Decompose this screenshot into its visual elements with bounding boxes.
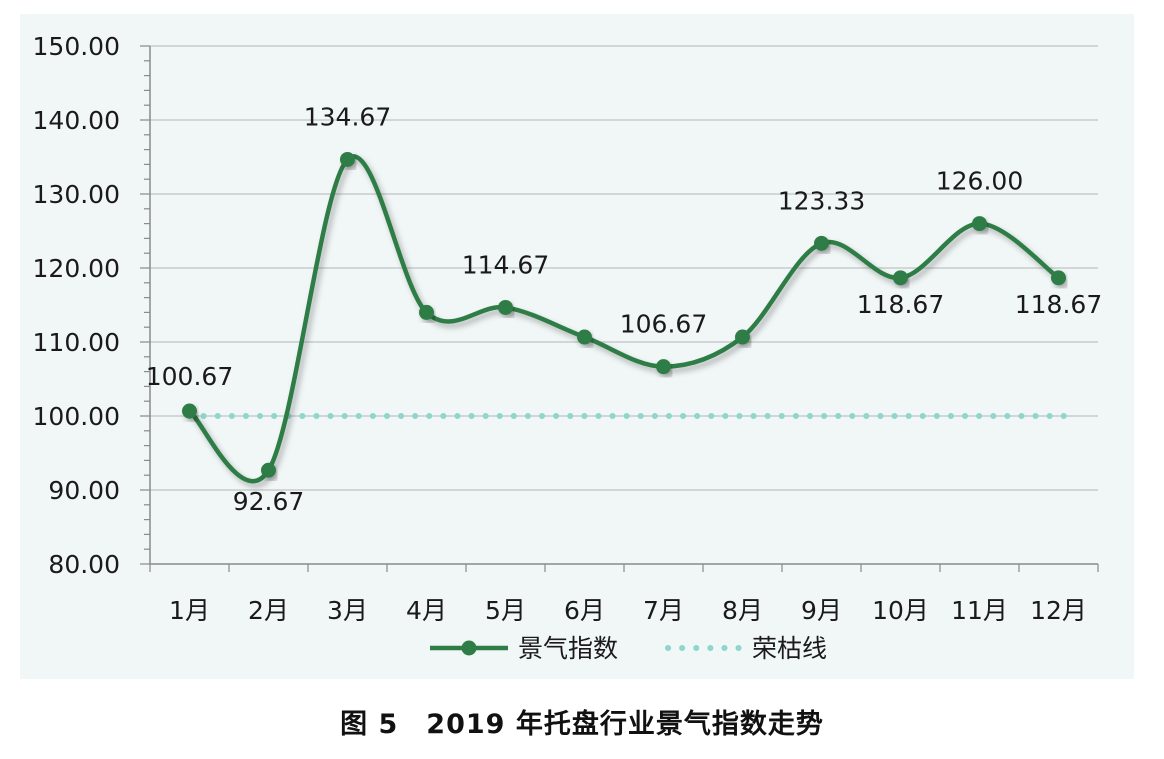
data-point xyxy=(1051,270,1066,286)
series xyxy=(182,151,1070,484)
axes xyxy=(140,45,1099,572)
data-labels: 100.67 92.67 134.67 114.67 106.67 123.33 118.6… xyxy=(146,102,1102,516)
x-tick-labels: 1月 2月 3月 4月 5月 6月 7月 8月 9月 10月 11月 12月 xyxy=(169,596,1087,625)
data-label: 100.67 xyxy=(146,362,233,391)
y-tick-label: 110.00 xyxy=(33,328,120,357)
figure-caption: 图 5 2019 年托盘行业景气指数走势 xyxy=(340,709,824,740)
data-label: 118.67 xyxy=(857,290,944,319)
y-tick-label: 80.00 xyxy=(48,550,120,579)
x-tick-label: 5月 xyxy=(485,596,526,625)
data-point xyxy=(498,299,513,315)
x-tick-label: 10月 xyxy=(872,596,929,625)
y-tick-label: 90.00 xyxy=(48,476,120,505)
line-chart: 80.00 90.00 100.00 110.00 120.00 130.00 140.00… xyxy=(33,32,1103,663)
y-tick-label: 100.00 xyxy=(33,402,120,431)
y-tick-label: 150.00 xyxy=(33,32,120,61)
data-point xyxy=(893,270,908,286)
x-tick-label: 12月 xyxy=(1030,596,1087,625)
legend: 景气指数 荣枯线 xyxy=(430,634,827,663)
data-point xyxy=(261,462,276,478)
x-tick-label: 3月 xyxy=(327,596,368,625)
x-tick-label: 7月 xyxy=(643,596,684,625)
chart-panel: 80.00 90.00 100.00 110.00 120.00 130.00 140.00… xyxy=(20,14,1134,679)
y-tick-labels: 80.00 90.00 100.00 110.00 120.00 130.00 140.00… xyxy=(33,32,120,579)
data-point xyxy=(577,329,592,345)
y-tick-label: 120.00 xyxy=(33,254,120,283)
data-point xyxy=(340,151,355,167)
data-label: 114.67 xyxy=(462,250,549,279)
data-label: 123.33 xyxy=(778,186,865,215)
data-point xyxy=(814,235,829,251)
x-tick-label: 4月 xyxy=(406,596,447,625)
x-tick-label: 11月 xyxy=(951,596,1008,625)
x-tick-label: 2月 xyxy=(248,596,289,625)
data-label: 126.00 xyxy=(936,167,1023,196)
data-point xyxy=(972,216,987,232)
data-point xyxy=(419,304,434,320)
grid-lines xyxy=(150,45,1098,491)
y-tick-label: 130.00 xyxy=(33,180,120,209)
x-tick-label: 6月 xyxy=(564,596,605,625)
data-label: 106.67 xyxy=(620,310,707,339)
x-tick-label: 1月 xyxy=(169,596,210,625)
legend-label-rongku: 荣枯线 xyxy=(752,634,827,663)
data-label: 118.67 xyxy=(1015,290,1102,319)
x-tick-label: 9月 xyxy=(801,596,842,625)
data-point xyxy=(182,403,197,419)
legend-marker-jingqi xyxy=(461,640,477,656)
data-point xyxy=(735,329,750,345)
data-label: 134.67 xyxy=(304,102,391,131)
legend-label-jingqi: 景气指数 xyxy=(518,634,618,663)
x-tick-label: 8月 xyxy=(722,596,763,625)
y-tick-label: 140.00 xyxy=(33,106,120,135)
data-point xyxy=(656,359,671,375)
data-label: 92.67 xyxy=(233,487,305,516)
